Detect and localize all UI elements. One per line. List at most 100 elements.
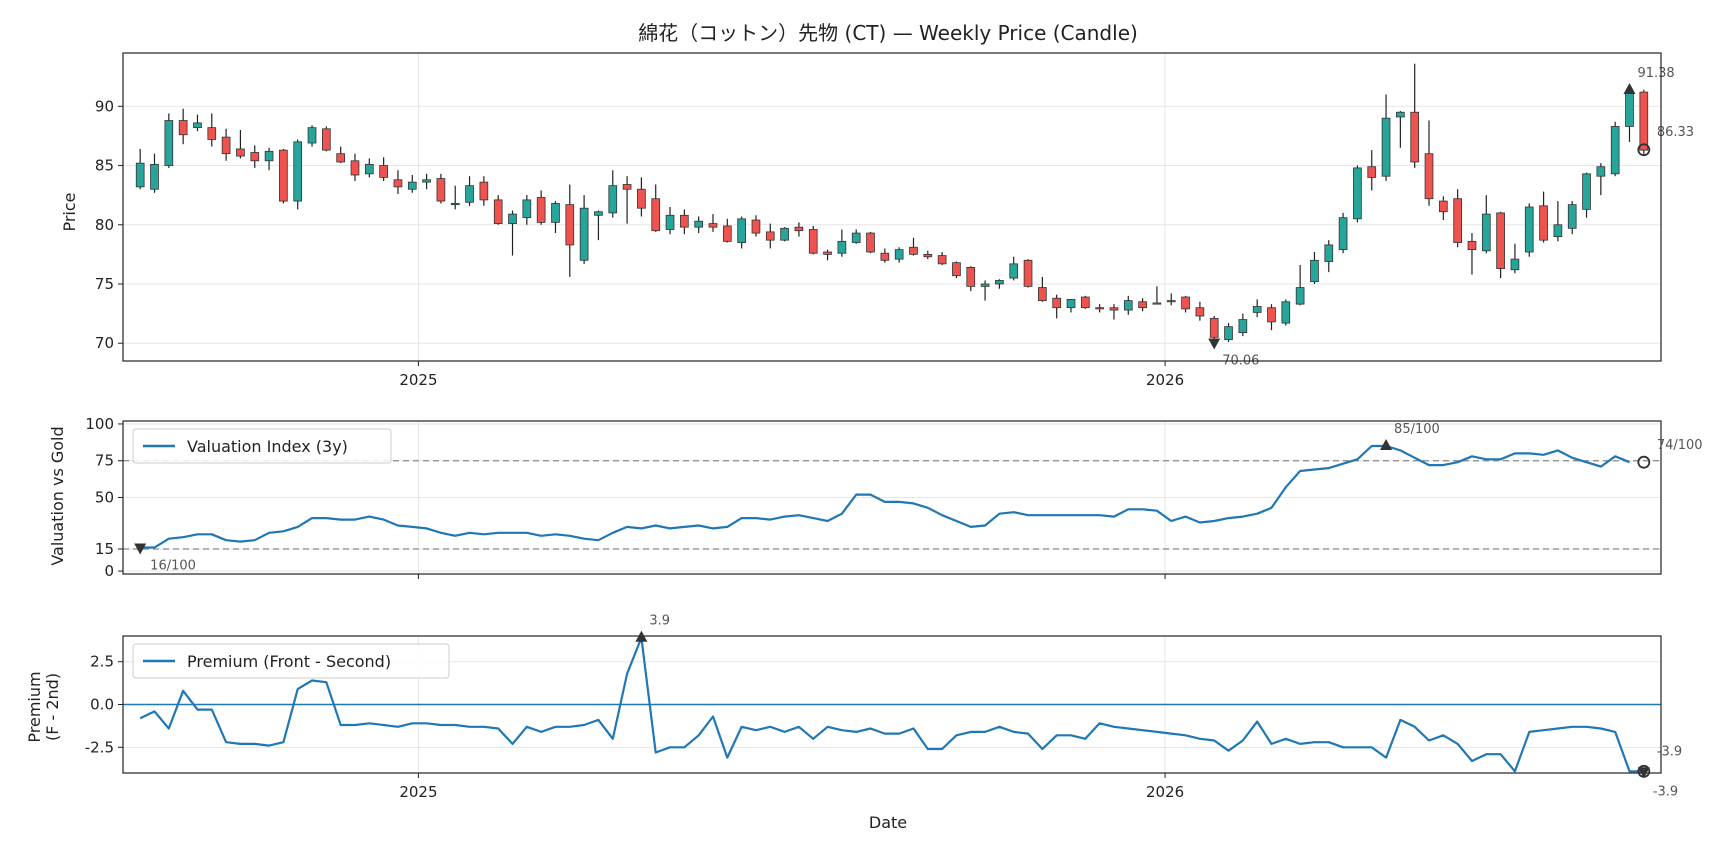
candle-body xyxy=(794,226,804,232)
candle-body xyxy=(436,178,446,202)
premium-axes-frame xyxy=(122,635,1662,774)
candle-body xyxy=(1166,300,1176,303)
valuation-legend-box xyxy=(132,428,392,464)
candle-body xyxy=(1467,240,1477,251)
candle-body xyxy=(637,188,646,209)
valuation-annotation-label: 74/100 xyxy=(1657,438,1703,453)
candle-body xyxy=(1066,298,1076,309)
candle-body xyxy=(1610,126,1620,175)
candle-body xyxy=(450,203,460,206)
candle-body xyxy=(765,231,775,241)
candle-body xyxy=(1209,317,1219,338)
candle-body xyxy=(608,185,618,214)
candle-body xyxy=(1424,153,1434,200)
candle-body xyxy=(350,160,360,176)
candle-body xyxy=(808,229,818,254)
premium-y-tick-label: 2.5 xyxy=(90,653,114,671)
price-annotation-marker xyxy=(1637,143,1651,157)
price-annotation-marker xyxy=(1623,82,1636,94)
candle-body xyxy=(1639,91,1649,151)
candle-body xyxy=(1539,205,1548,241)
candle-body xyxy=(307,127,317,144)
premium-y-tick-label: 0.0 xyxy=(90,696,114,714)
candle-body xyxy=(178,120,188,136)
valuation-y-tick-label: 15 xyxy=(95,540,114,558)
candle-body xyxy=(1195,307,1205,317)
candle-body xyxy=(1381,117,1391,177)
candle-body xyxy=(751,219,761,234)
candle-body xyxy=(1410,111,1420,163)
price-y-tick-label: 80 xyxy=(95,216,114,234)
candle-body xyxy=(980,283,990,287)
premium-y-axis-label: Premium(F - 2nd) xyxy=(25,671,62,742)
candle-body xyxy=(565,204,575,246)
price-x-tick-label: 2025 xyxy=(399,371,437,389)
valuation-annotation-marker xyxy=(1637,455,1651,469)
candle-body xyxy=(651,198,661,232)
candle-body xyxy=(1438,200,1448,213)
price-y-axis-label: Price xyxy=(60,192,79,231)
candle-body xyxy=(722,225,732,242)
price-y-tick-label: 85 xyxy=(95,157,114,175)
candle-body xyxy=(279,149,288,202)
candle-body xyxy=(479,181,489,201)
valuation-y-tick-label: 100 xyxy=(85,415,114,433)
candle-body xyxy=(1138,301,1147,309)
candle-body xyxy=(1038,287,1047,301)
candle-body xyxy=(1324,244,1334,262)
candle-body xyxy=(1496,212,1505,270)
candle-body xyxy=(1453,198,1462,243)
premium-annotation-label: -3.9 xyxy=(1657,744,1682,759)
candle-body xyxy=(1023,259,1033,287)
premium-annotation-marker xyxy=(635,630,648,642)
candle-body xyxy=(193,122,202,129)
valuation-axes-frame xyxy=(122,420,1662,575)
candle-body xyxy=(680,214,689,228)
candle-body xyxy=(407,181,417,190)
candle-body xyxy=(236,148,245,157)
candle-body xyxy=(1181,296,1190,310)
candle-body xyxy=(135,162,145,188)
candle-body xyxy=(1295,287,1305,305)
valuation-annotation-marker xyxy=(134,543,147,555)
candle-body xyxy=(250,152,260,162)
valuation-y-axis-label: Valuation vs Gold xyxy=(48,426,67,565)
premium-panel: 2.5 0.0 -2.5 2025 2026 Premium (Front - Secon… xyxy=(85,614,1682,801)
candle-body xyxy=(1310,259,1319,283)
candle-body xyxy=(1009,263,1019,279)
valuation-annotation-label: 85/100 xyxy=(1394,422,1440,437)
price-y-tick-label: 75 xyxy=(95,275,114,293)
premium-x-tick-label: 2025 xyxy=(399,783,437,801)
candle-body xyxy=(207,127,217,140)
premium-x-tick-label: 2026 xyxy=(1146,783,1184,801)
candle-body xyxy=(1625,91,1634,127)
candle-body xyxy=(422,179,431,183)
candle-body xyxy=(1481,213,1491,252)
premium-series-line xyxy=(139,636,1644,773)
candle-body xyxy=(293,141,303,202)
candle-body xyxy=(1567,204,1577,229)
candle-body xyxy=(1238,319,1248,333)
candle-body xyxy=(364,163,374,175)
candle-body xyxy=(737,218,746,243)
candle-body xyxy=(1510,258,1520,271)
candle-body xyxy=(952,262,961,277)
candle-body xyxy=(923,253,933,258)
valuation-y-tick-label: 50 xyxy=(95,489,114,507)
candle-body xyxy=(665,214,675,230)
candle-body xyxy=(393,179,403,188)
valuation-y-tick-label: 75 xyxy=(95,452,114,470)
candle-body xyxy=(1095,307,1104,310)
candle-body xyxy=(1553,224,1563,238)
candle-body xyxy=(164,120,174,166)
price-axes-frame xyxy=(122,52,1662,362)
premium-annotation-marker xyxy=(1637,767,1650,779)
candle-body xyxy=(1524,206,1534,253)
candle-body xyxy=(579,207,589,261)
price-x-tick-label: 2026 xyxy=(1146,371,1184,389)
premium-legend-label: Premium (Front - Second) xyxy=(187,652,391,671)
valuation-legend-label: Valuation Index (3y) xyxy=(187,437,348,456)
candle-body xyxy=(522,199,532,219)
candle-body xyxy=(508,213,517,224)
candle-body xyxy=(1109,307,1119,311)
